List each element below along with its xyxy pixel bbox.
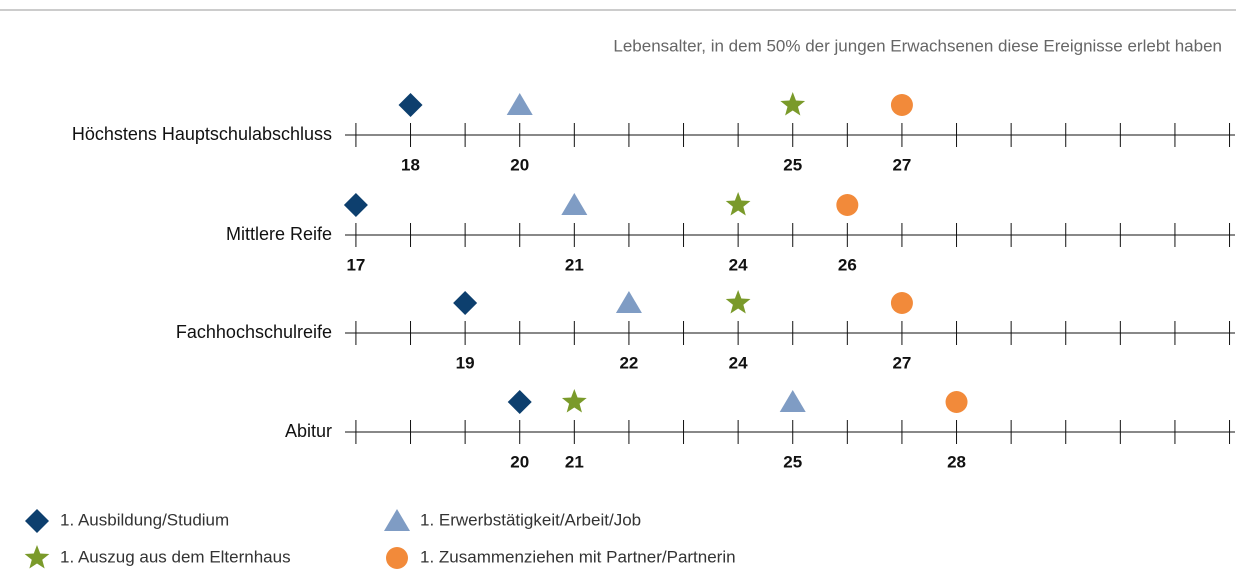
legend-marker (24, 545, 50, 569)
legend-label: 1. Zusammenziehen mit Partner/Partnerin (420, 547, 736, 566)
marker (780, 92, 806, 116)
data-label: 24 (729, 255, 748, 274)
marker (506, 93, 533, 115)
marker (945, 391, 968, 413)
data-label: 21 (565, 452, 584, 471)
data-label: 20 (510, 452, 529, 471)
category-label: Mittlere Reife (226, 224, 332, 244)
data-label: 20 (510, 155, 529, 174)
data-label: 24 (729, 353, 748, 372)
category-label: Höchstens Hauptschulabschluss (72, 124, 332, 144)
marker (779, 390, 806, 412)
marker (725, 290, 751, 314)
data-label: 18 (401, 155, 420, 174)
data-label: 26 (838, 255, 857, 274)
chart-subtitle: Lebensalter, in dem 50% der jungen Erwac… (613, 36, 1222, 55)
category-label: Fachhochschulreife (176, 322, 332, 342)
data-label: 27 (892, 155, 911, 174)
data-label: 25 (783, 452, 802, 471)
legend-label: 1. Erwerbstätigkeit/Arbeit/Job (420, 510, 641, 529)
data-label: 22 (619, 353, 638, 372)
data-label: 27 (892, 353, 911, 372)
legend-marker (384, 509, 410, 531)
marker (615, 291, 642, 313)
legend-marker (386, 547, 408, 569)
legend-label: 1. Ausbildung/Studium (60, 510, 229, 529)
data-label: 25 (783, 155, 802, 174)
marker (725, 192, 751, 216)
marker (561, 193, 588, 215)
data-label: 28 (947, 452, 966, 471)
marker (890, 94, 913, 116)
marker (398, 93, 423, 117)
marker (890, 292, 913, 314)
marker (453, 291, 478, 315)
legend-marker (25, 509, 49, 533)
data-label: 17 (346, 255, 365, 274)
category-label: Abitur (285, 421, 332, 441)
marker (343, 193, 368, 217)
legend-label: 1. Auszug aus dem Elternhaus (60, 547, 291, 566)
data-label: 19 (456, 353, 475, 372)
marker (507, 390, 532, 414)
marker (561, 389, 587, 413)
marker (836, 194, 859, 216)
data-label: 21 (565, 255, 584, 274)
